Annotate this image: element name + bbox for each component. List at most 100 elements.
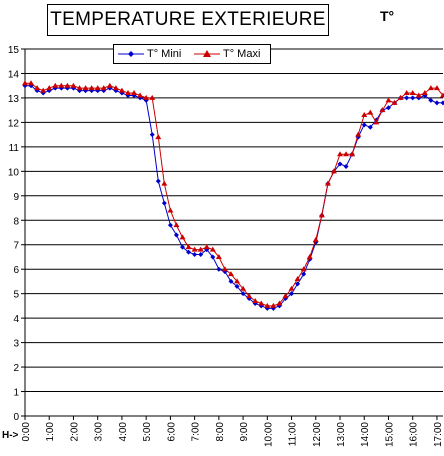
data-point [82, 85, 89, 91]
x-axis-label: H-> [2, 430, 19, 441]
x-tick-label: 1:00 [45, 422, 56, 442]
data-point [361, 112, 368, 118]
data-point [270, 302, 277, 308]
chart-title: TEMPERATURE EXTERIEURE [47, 4, 329, 36]
data-point [46, 85, 53, 91]
data-point [409, 90, 416, 96]
data-point [433, 85, 440, 91]
x-tick-label: 10:00 [263, 422, 274, 447]
data-point [355, 131, 362, 137]
data-point [415, 92, 422, 98]
data-point [240, 291, 246, 297]
x-tick-label: 3:00 [94, 422, 105, 442]
data-point [294, 275, 301, 281]
data-point [155, 178, 161, 184]
data-point [373, 119, 380, 125]
data-point [118, 87, 125, 93]
y-tick-label: 5 [13, 290, 19, 301]
legend-swatch-maxi [194, 50, 220, 57]
data-point [155, 134, 162, 140]
data-point [185, 244, 192, 250]
data-point [343, 163, 349, 169]
data-point [367, 124, 373, 130]
data-point [324, 180, 331, 186]
data-point [264, 302, 271, 308]
data-point [421, 90, 428, 96]
data-point [404, 95, 410, 101]
axes [21, 48, 443, 420]
x-tick-label: 6:00 [166, 422, 177, 442]
data-point [397, 94, 404, 100]
x-tick-label: 0:00 [21, 422, 32, 442]
data-point [440, 100, 444, 106]
data-point [306, 253, 313, 259]
data-point [216, 266, 222, 272]
data-point [234, 283, 240, 289]
data-point [106, 82, 113, 88]
data-point [428, 97, 434, 103]
data-point [215, 253, 222, 259]
data-point [137, 92, 144, 98]
data-point [100, 85, 107, 91]
data-point [179, 234, 186, 240]
legend-label-mini: T° Mini [147, 48, 182, 60]
y-tick-label: 9 [13, 192, 19, 203]
data-point [112, 85, 119, 91]
y-tick-label: 3 [13, 339, 19, 350]
data-point [361, 122, 367, 128]
y-tick-label: 1 [13, 388, 19, 399]
data-point [276, 300, 283, 306]
data-point [300, 266, 307, 272]
data-point [198, 252, 204, 258]
grid-lines [25, 48, 443, 393]
data-point [289, 291, 295, 297]
x-tick-label: 2:00 [69, 422, 80, 442]
legend-label-maxi: T° Maxi [223, 48, 261, 60]
data-point [58, 82, 65, 88]
y-axis-label: T° [380, 8, 395, 24]
data-point [131, 90, 138, 96]
data-point [337, 161, 343, 167]
data-point [161, 180, 168, 186]
data-point [22, 80, 28, 86]
y-tick-label: 11 [9, 143, 20, 154]
data-point [246, 293, 253, 299]
series-line-1 [25, 82, 444, 307]
y-tick-label: 15 [8, 45, 20, 56]
data-point [282, 293, 289, 299]
data-point [186, 249, 192, 255]
data-point [227, 271, 234, 277]
data-point [343, 151, 350, 157]
data-point [209, 246, 216, 252]
data-point [52, 82, 59, 88]
data-point [173, 232, 179, 238]
x-tick-label: 4:00 [118, 422, 129, 442]
data-point [221, 266, 228, 272]
series-line-0 [25, 85, 443, 309]
data-point [295, 281, 301, 287]
data-point [403, 90, 410, 96]
data-point [318, 212, 325, 218]
x-tick-label: 5:00 [142, 422, 153, 442]
data-point [427, 85, 434, 91]
data-point [228, 278, 234, 284]
data-point [149, 132, 155, 138]
x-tick-label: 11:00 [288, 422, 299, 447]
y-tick-label: 2 [13, 363, 19, 374]
data-point [440, 92, 444, 98]
data-point [40, 87, 47, 93]
data-point [434, 100, 440, 106]
x-tick-label: 13:00 [336, 422, 347, 447]
data-point [191, 246, 198, 252]
y-tick-label: 4 [13, 314, 19, 325]
data-point [203, 244, 210, 250]
data-point [197, 246, 204, 252]
data-point [330, 168, 337, 174]
x-tick-label: 15:00 [384, 422, 395, 447]
y-tick-label: 0 [13, 412, 19, 423]
data-point [149, 94, 156, 100]
data-point [410, 95, 416, 101]
data-point [161, 200, 167, 206]
